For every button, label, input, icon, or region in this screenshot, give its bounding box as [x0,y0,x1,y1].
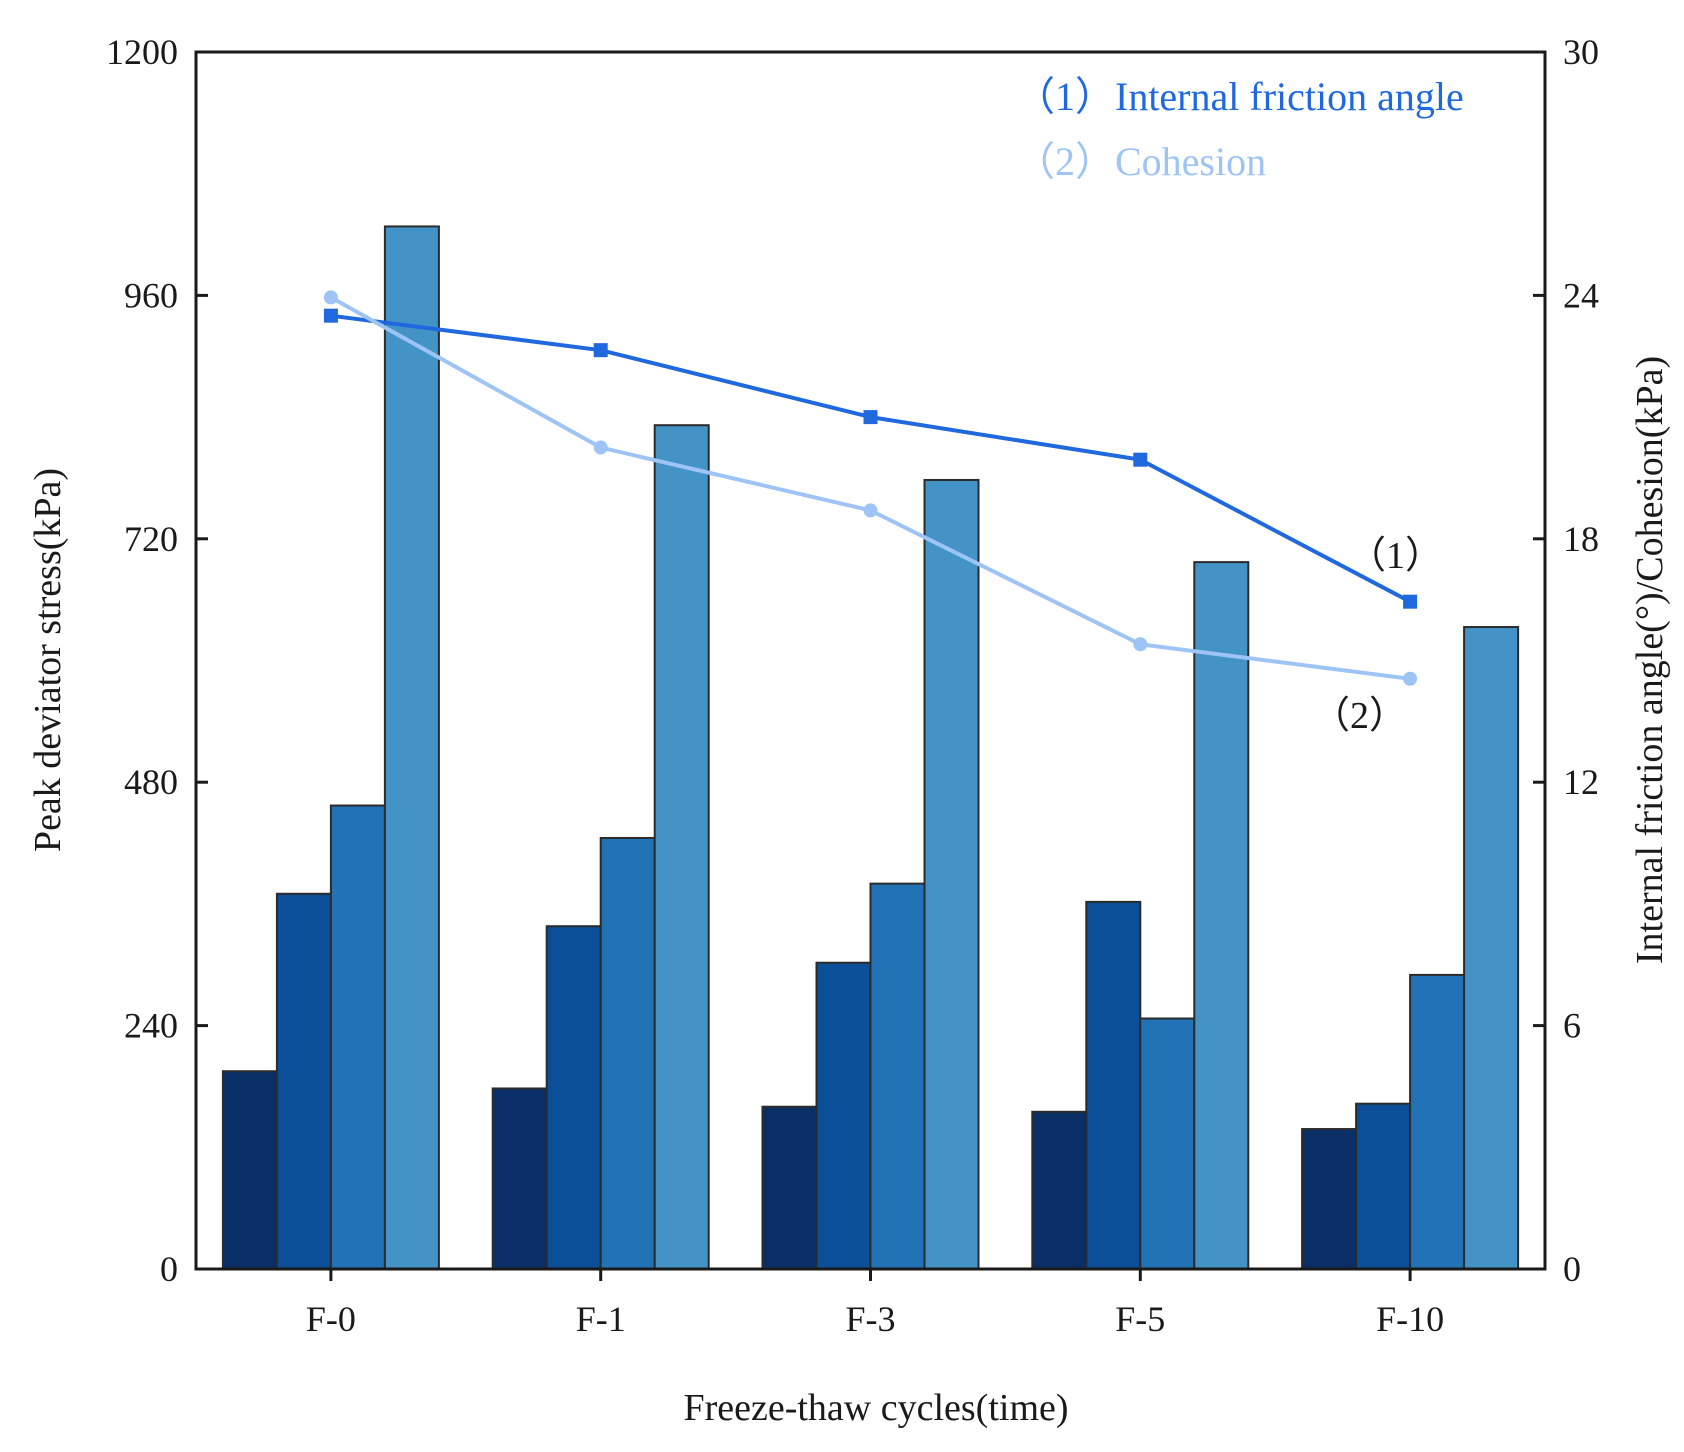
point-1-F-3 [863,410,878,425]
x-tick-label: F-1 [576,1299,626,1339]
bar-F-5-series-4 [1193,561,1250,1270]
point-1-F-0 [323,308,338,323]
bar-F-3-series-1 [761,1105,818,1270]
legend-cohesion: （2）Cohesion [1015,139,1266,184]
point-2-F-3 [863,503,878,518]
left-tick-label: 1200 [106,32,178,72]
bar-F-1-series-1 [491,1087,548,1271]
bar-F-0-series-1 [221,1070,278,1271]
annotation-cohesion: （2） [1312,695,1407,737]
right-tick-label: 30 [1563,32,1599,72]
bar-F-3-series-3 [869,882,926,1270]
bar-F-1-series-2 [545,925,602,1270]
point-2-F-1 [593,440,608,455]
lines-layer [323,290,1418,686]
right-tick-label: 6 [1563,1006,1581,1046]
left-tick-label: 240 [124,1006,178,1046]
right-tick-label: 12 [1563,762,1599,802]
right-axis-title: Internal friction angle(°)/Cohesion(kPa) [1629,356,1671,964]
x-axis-title: Freeze-thaw cycles(time) [683,1387,1068,1429]
point-1-F-1 [593,343,608,358]
bar-F-10-series-4 [1463,626,1520,1270]
bar-F-0-series-2 [275,892,332,1271]
x-axis-ticks: F-0 F-1 F-3 F-5 F-10 [306,1269,1444,1339]
left-tick-label: 480 [124,762,178,802]
point-1-F-10 [1403,594,1418,609]
bar-F-5-series-3 [1139,1017,1196,1271]
bar-F-10-series-1 [1301,1128,1358,1271]
x-tick-label: F-10 [1376,1299,1444,1339]
right-tick-label: 18 [1563,519,1599,559]
left-axis-ticks: 0 240 480 720 960 1200 [106,32,208,1289]
bar-F-0-series-3 [329,804,386,1270]
left-axis-title: Peak deviator stress(kPa) [27,468,69,852]
bar-F-10-series-3 [1409,973,1466,1270]
left-tick-label: 720 [124,519,178,559]
x-tick-label: F-3 [845,1299,895,1339]
bar-F-1-series-4 [653,424,710,1271]
line-1 [330,313,1412,604]
point-1-F-5 [1133,452,1148,467]
right-axis-ticks: 0 6 12 18 24 30 [1533,32,1599,1289]
bar-F-3-series-4 [923,478,980,1270]
bar-F-0-series-4 [383,225,440,1271]
left-tick-label: 0 [160,1249,178,1289]
bar-F-5-series-2 [1085,900,1142,1270]
legend-friction-angle: （1）Internal friction angle [1015,74,1464,119]
bars-layer [221,225,1520,1271]
left-tick-label: 960 [124,275,178,315]
bar-F-1-series-3 [599,836,656,1271]
point-2-F-5 [1133,637,1148,652]
right-tick-label: 24 [1563,275,1599,315]
point-2-F-0 [323,290,338,305]
bar-F-5-series-1 [1031,1110,1088,1271]
annotation-friction-angle: （1） [1348,535,1443,577]
x-tick-label: F-0 [306,1299,356,1339]
bar-F-10-series-2 [1355,1102,1412,1270]
point-2-F-10 [1403,671,1418,686]
x-tick-label: F-5 [1115,1299,1165,1339]
right-tick-label: 0 [1563,1249,1581,1289]
bar-F-3-series-2 [815,961,872,1270]
